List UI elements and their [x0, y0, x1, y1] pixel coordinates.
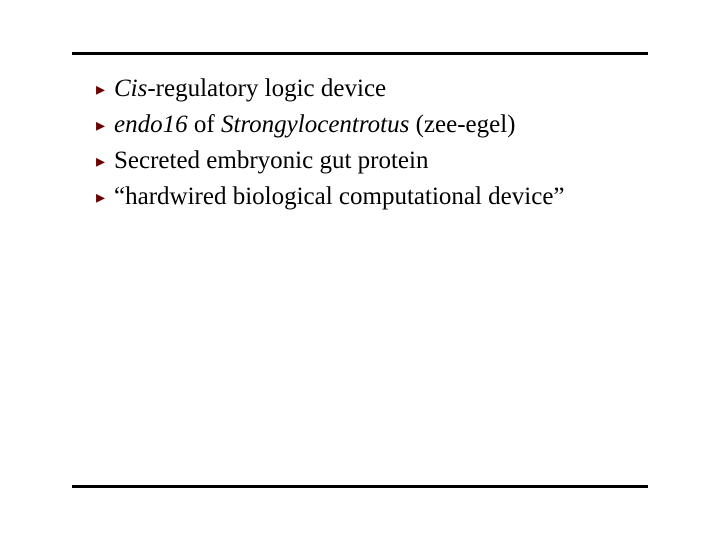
triangle-bullet-icon: ▸ — [96, 108, 114, 142]
list-item-text: “hardwired biological computational devi… — [114, 180, 648, 214]
text-run: -regulatory logic device — [147, 75, 386, 102]
list-item: ▸ endo16 of Strongylocentrotus (zee-egel… — [96, 108, 648, 142]
triangle-bullet-icon: ▸ — [96, 72, 114, 106]
text-run: (zee-egel) — [409, 111, 515, 138]
text-run-italic: Cis — [114, 75, 147, 102]
list-item-text: Secreted embryonic gut protein — [114, 144, 648, 178]
slide: ▸ Cis-regulatory logic device ▸ endo16 o… — [0, 0, 720, 540]
text-run: Secreted embryonic gut protein — [114, 147, 428, 174]
text-run: “hardwired biological computational devi… — [114, 183, 565, 210]
text-run-italic: endo16 — [114, 111, 188, 138]
top-horizontal-rule — [72, 52, 648, 55]
bottom-horizontal-rule — [72, 485, 648, 488]
triangle-bullet-icon: ▸ — [96, 144, 114, 178]
text-run-italic: Strongylocentrotus — [221, 111, 409, 138]
list-item-text: endo16 of Strongylocentrotus (zee-egel) — [114, 108, 648, 142]
list-item-text: Cis-regulatory logic device — [114, 72, 648, 106]
text-run: of — [188, 111, 221, 138]
list-item: ▸ Secreted embryonic gut protein — [96, 144, 648, 178]
list-item: ▸ “hardwired biological computational de… — [96, 180, 648, 214]
bullet-list: ▸ Cis-regulatory logic device ▸ endo16 o… — [96, 72, 648, 216]
triangle-bullet-icon: ▸ — [96, 180, 114, 214]
list-item: ▸ Cis-regulatory logic device — [96, 72, 648, 106]
